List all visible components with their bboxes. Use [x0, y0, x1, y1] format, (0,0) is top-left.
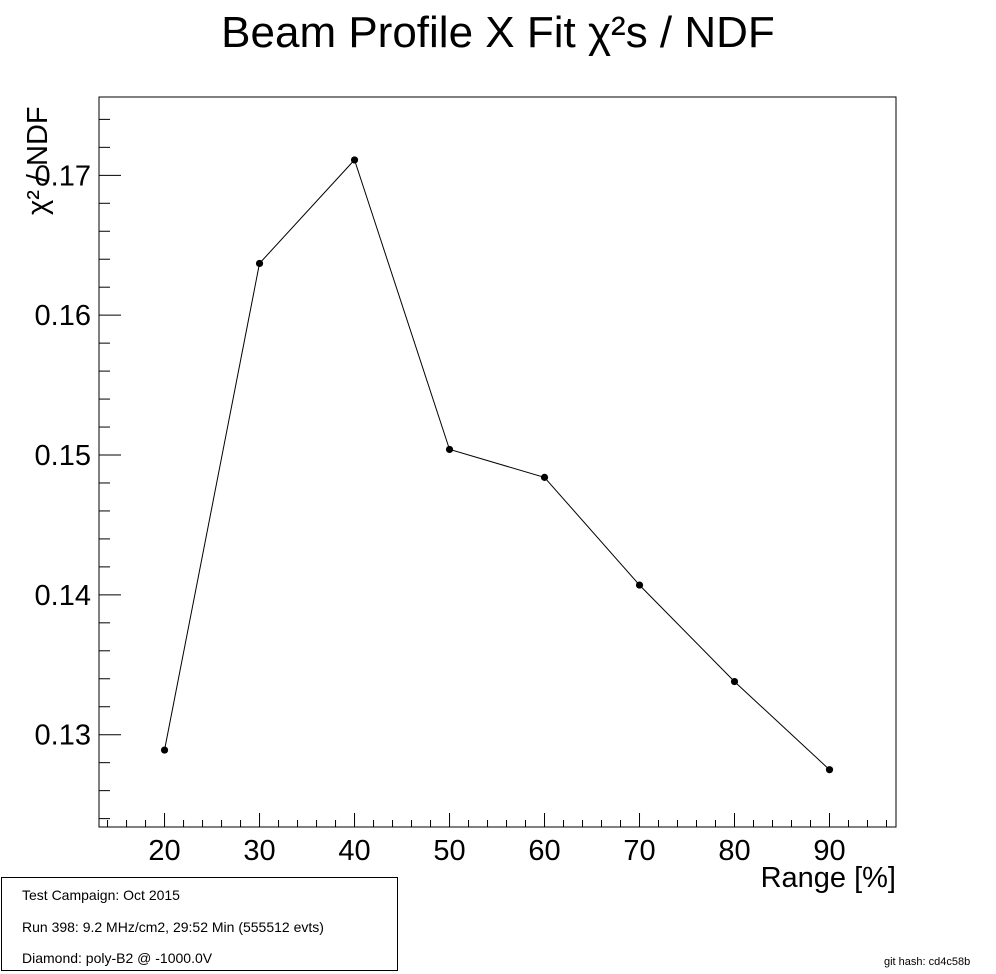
- x-tick-label: 50: [433, 835, 465, 867]
- plot-frame: [98, 96, 897, 828]
- data-point: [635, 581, 644, 589]
- data-point: [730, 677, 739, 686]
- data-point: [350, 156, 359, 164]
- y-axis-label: χ² / NDF: [22, 106, 54, 215]
- git-hash: git hash: cd4c58b: [884, 956, 971, 968]
- series-line: [164, 158, 830, 771]
- x-tick-label: 30: [243, 835, 275, 867]
- x-tick-label: 80: [718, 835, 750, 867]
- info-diamond: Diamond: poly-B2 @ -1000.0V: [22, 950, 213, 966]
- x-tick-label: 60: [528, 835, 560, 867]
- x-tick-label: 20: [148, 835, 180, 867]
- y-tick-label: 0.13: [35, 720, 91, 752]
- data-point: [825, 766, 834, 774]
- data-point: [255, 259, 264, 268]
- info-campaign: Test Campaign: Oct 2015: [22, 887, 180, 903]
- x-axis-label: Range [%]: [760, 862, 896, 894]
- y-tick-label: 0.17: [35, 160, 91, 192]
- x-tick-label: 90: [813, 835, 845, 867]
- y-tick-label: 0.14: [35, 580, 91, 612]
- info-run: Run 398: 9.2 MHz/cm2, 29:52 Min (555512 …: [22, 919, 324, 935]
- run-info-box: Test Campaign: Oct 2015 Run 398: 9.2 MHz…: [1, 877, 398, 971]
- x-tick-label: 40: [338, 835, 370, 867]
- chart-title: Beam Profile X Fit χ²s / NDF: [221, 8, 775, 57]
- x-tick-label: 70: [623, 835, 655, 867]
- y-tick-label: 0.15: [35, 440, 91, 472]
- data-point: [540, 473, 549, 481]
- data-point: [445, 445, 454, 454]
- data-point: [160, 746, 169, 754]
- y-tick-label: 0.16: [35, 300, 91, 332]
